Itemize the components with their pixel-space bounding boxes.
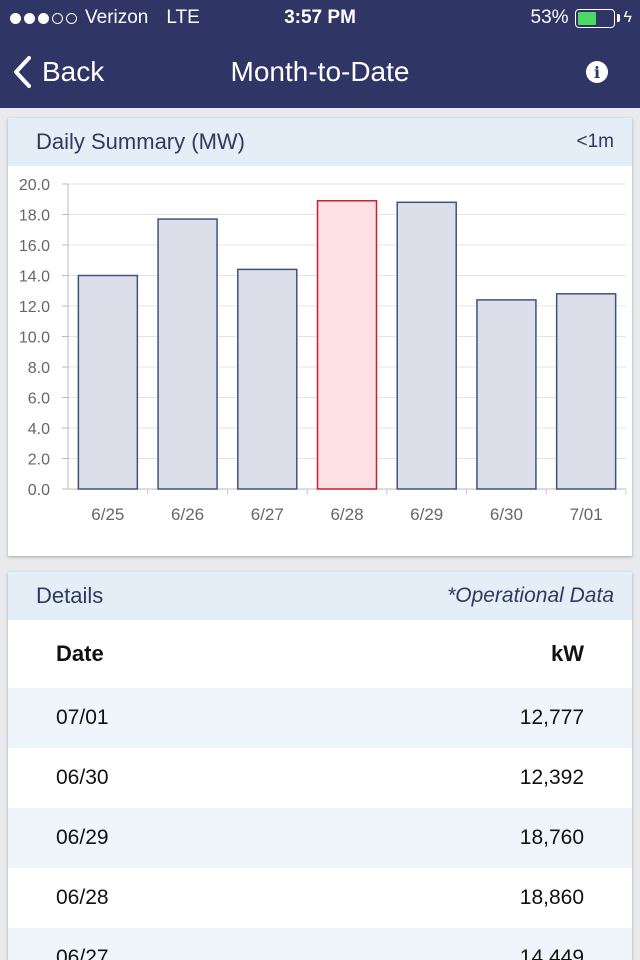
network-type: LTE bbox=[166, 7, 200, 28]
row-kw: 18,860 bbox=[519, 886, 584, 909]
daily-summary-chart: 0.0 2.0 4.0 6.0 8.0 10.0 12.0 14.0 16.0 18.0 20.0 6… bbox=[19, 177, 627, 524]
status-time: 3:57 PM bbox=[284, 7, 356, 28]
y-tick-label: 14.0 bbox=[19, 269, 50, 286]
charging-icon: ϟ bbox=[623, 9, 632, 26]
back-button[interactable]: Back bbox=[12, 52, 104, 92]
row-date: 06/29 bbox=[56, 826, 109, 849]
column-header-kw: kW bbox=[551, 641, 584, 666]
bar-6-26[interactable] bbox=[157, 218, 218, 490]
bar-6-30[interactable] bbox=[476, 299, 537, 490]
table-header-row: Date kW bbox=[8, 620, 632, 688]
x-tick-label: 7/01 bbox=[570, 505, 603, 524]
bar-6-27[interactable] bbox=[237, 268, 298, 490]
x-tick-label: 6/28 bbox=[330, 505, 363, 524]
y-tick-label: 8.0 bbox=[28, 360, 50, 377]
details-title: Details bbox=[36, 583, 104, 608]
details-header: Details *Operational Data bbox=[8, 572, 632, 620]
operational-data-note: *Operational Data bbox=[447, 584, 614, 607]
carrier-name: Verizon bbox=[85, 7, 149, 28]
row-kw: 12,777 bbox=[519, 706, 584, 729]
x-tick-label: 6/26 bbox=[171, 505, 204, 524]
nav-bar: Back Month-to-Date i bbox=[0, 36, 640, 108]
back-label: Back bbox=[42, 56, 105, 87]
x-tick-label: 6/29 bbox=[410, 505, 443, 524]
x-tick-label: 6/30 bbox=[490, 505, 523, 524]
page-title: Month-to-Date bbox=[230, 56, 410, 87]
bar-6-29[interactable] bbox=[396, 201, 457, 490]
table-row[interactable]: 06/30 12,392 bbox=[8, 748, 632, 808]
row-date: 06/28 bbox=[56, 886, 109, 909]
details-card: Details *Operational Data Date kW 07/01 … bbox=[8, 572, 632, 960]
column-header-date: Date bbox=[56, 641, 104, 666]
battery-status: 53% ϟ bbox=[531, 7, 633, 29]
bar-6-28[interactable] bbox=[316, 200, 378, 490]
row-date: 07/01 bbox=[56, 706, 109, 729]
y-tick-label: 10.0 bbox=[19, 330, 50, 347]
y-tick-label: 6.0 bbox=[28, 391, 50, 408]
table-row[interactable]: 06/27 14,449 bbox=[8, 928, 632, 960]
x-tick-label: 6/27 bbox=[251, 505, 284, 524]
y-tick-label: 4.0 bbox=[28, 421, 50, 438]
y-tick-label: 18.0 bbox=[19, 208, 50, 225]
y-tick-label: 16.0 bbox=[19, 238, 50, 255]
table-row[interactable]: 06/28 18,860 bbox=[8, 868, 632, 928]
battery-icon bbox=[574, 8, 615, 28]
row-kw: 14,449 bbox=[519, 946, 584, 960]
table-row[interactable]: 07/01 12,777 bbox=[8, 688, 632, 748]
y-tick-label: 0.0 bbox=[28, 482, 50, 499]
data-age: <1m bbox=[576, 131, 615, 152]
info-icon[interactable]: i bbox=[586, 61, 608, 83]
row-date: 06/27 bbox=[56, 946, 109, 960]
bar-7-01[interactable] bbox=[555, 293, 617, 490]
chevron-left-icon bbox=[14, 56, 31, 88]
x-tick-label: 6/25 bbox=[91, 505, 124, 524]
status-bar: Verizon LTE 3:57 PM 53% ϟ bbox=[0, 0, 640, 36]
row-kw: 18,760 bbox=[519, 826, 584, 849]
battery-percent: 53% bbox=[530, 7, 569, 28]
carrier-info: Verizon LTE bbox=[10, 7, 200, 29]
bar-6-25[interactable] bbox=[77, 274, 139, 490]
y-tick-label: 20.0 bbox=[19, 177, 50, 194]
chart-card-header: Daily Summary (MW) <1m bbox=[8, 118, 632, 166]
row-date: 06/30 bbox=[56, 766, 109, 789]
table-row[interactable]: 06/29 18,760 bbox=[8, 808, 632, 868]
y-tick-label: 2.0 bbox=[28, 452, 50, 469]
y-tick-label: 12.0 bbox=[19, 299, 50, 316]
chart-title: Daily Summary (MW) bbox=[36, 129, 245, 154]
signal-strength-icon bbox=[10, 12, 77, 24]
daily-summary-card: Daily Summary (MW) <1m 0.0 2.0 4.0 6.0 8.0 10… bbox=[8, 118, 632, 556]
row-kw: 12,392 bbox=[519, 766, 584, 789]
